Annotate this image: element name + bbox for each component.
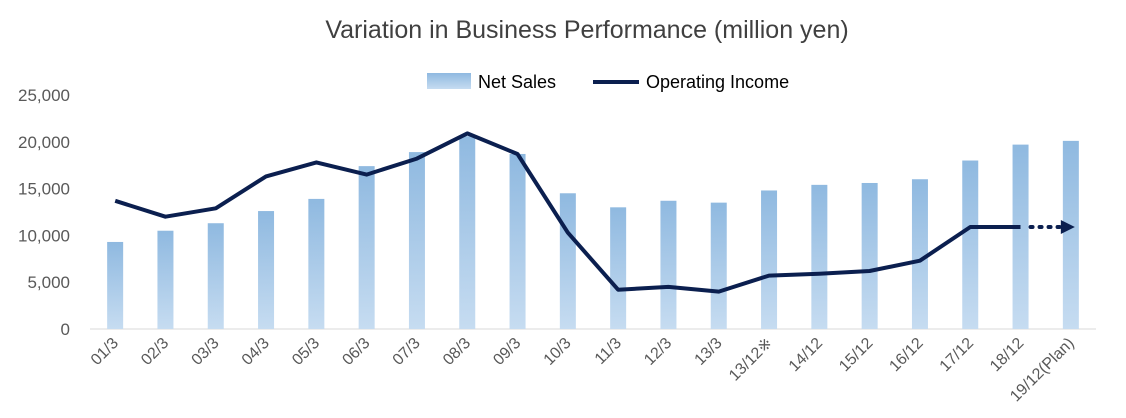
x-tick-label: 07/3 — [390, 335, 424, 369]
x-tick-label: 11/3 — [592, 335, 625, 368]
x-tick-label: 05/3 — [289, 335, 323, 369]
legend-operating-income-label: Operating Income — [646, 72, 789, 92]
x-tick-label: 15/12 — [836, 335, 876, 375]
net-sales-bar — [509, 153, 526, 329]
x-tick-label: 01/3 — [88, 335, 122, 369]
net-sales-bar — [258, 211, 275, 329]
y-tick-label: 25,000 — [18, 86, 70, 105]
x-tick-label: 12/3 — [641, 335, 675, 369]
y-tick-label: 10,000 — [18, 226, 70, 245]
x-tick-label: 18/12 — [987, 335, 1027, 375]
x-axis: 01/3 02/3 03/3 04/3 05/3 06/3 07/3 08/3 09/3 10/3… — [88, 335, 1078, 406]
net-sales-bar — [811, 184, 828, 329]
net-sales-bar — [308, 198, 325, 329]
y-tick-label: 5,000 — [27, 273, 70, 292]
net-sales-bar — [761, 190, 778, 329]
projection-arrowhead — [1060, 219, 1075, 234]
net-sales-bar — [710, 202, 727, 329]
net-sales-bar — [207, 223, 224, 329]
x-tick-label: 16/12 — [886, 335, 926, 375]
x-tick-label: 17/12 — [937, 335, 977, 375]
net-sales-bar — [358, 166, 375, 329]
y-tick-label: 20,000 — [18, 133, 70, 152]
y-axis: 0 5,000 10,000 15,000 20,000 25,000 — [18, 86, 70, 339]
x-tick-label: 03/3 — [189, 335, 223, 369]
net-sales-bar — [157, 230, 174, 329]
x-tick-label: 14/12 — [786, 335, 826, 375]
net-sales-bar — [962, 160, 979, 329]
net-sales-bars — [107, 136, 1079, 329]
net-sales-bar — [610, 207, 627, 329]
x-tick-label: 04/3 — [239, 335, 273, 369]
operating-income-line — [114, 131, 1021, 294]
net-sales-bar — [660, 200, 677, 329]
net-sales-bar — [1012, 144, 1029, 329]
operating-income-series — [114, 131, 1075, 294]
net-sales-bar — [1062, 140, 1079, 329]
x-tick-label: 02/3 — [138, 335, 172, 369]
net-sales-bar — [559, 193, 576, 329]
net-sales-bar — [107, 241, 124, 329]
legend: Net Sales Operating Income — [427, 72, 789, 92]
chart-title: Variation in Business Performance (milli… — [325, 16, 848, 44]
y-tick-label: 0 — [61, 320, 70, 339]
legend-net-sales-swatch — [427, 73, 471, 89]
x-tick-label: 08/3 — [440, 335, 474, 369]
x-tick-label: 13/12※ — [726, 335, 776, 385]
net-sales-bar — [911, 179, 928, 329]
x-tick-label: 09/3 — [490, 335, 524, 369]
x-tick-label: 13/3 — [692, 335, 726, 369]
net-sales-bar — [459, 136, 476, 329]
y-tick-label: 15,000 — [18, 180, 70, 199]
legend-net-sales-label: Net Sales — [478, 72, 556, 92]
x-tick-label: 10/3 — [541, 335, 575, 369]
net-sales-bar — [861, 182, 878, 329]
net-sales-bar — [408, 152, 425, 329]
x-tick-label: 06/3 — [339, 335, 373, 369]
